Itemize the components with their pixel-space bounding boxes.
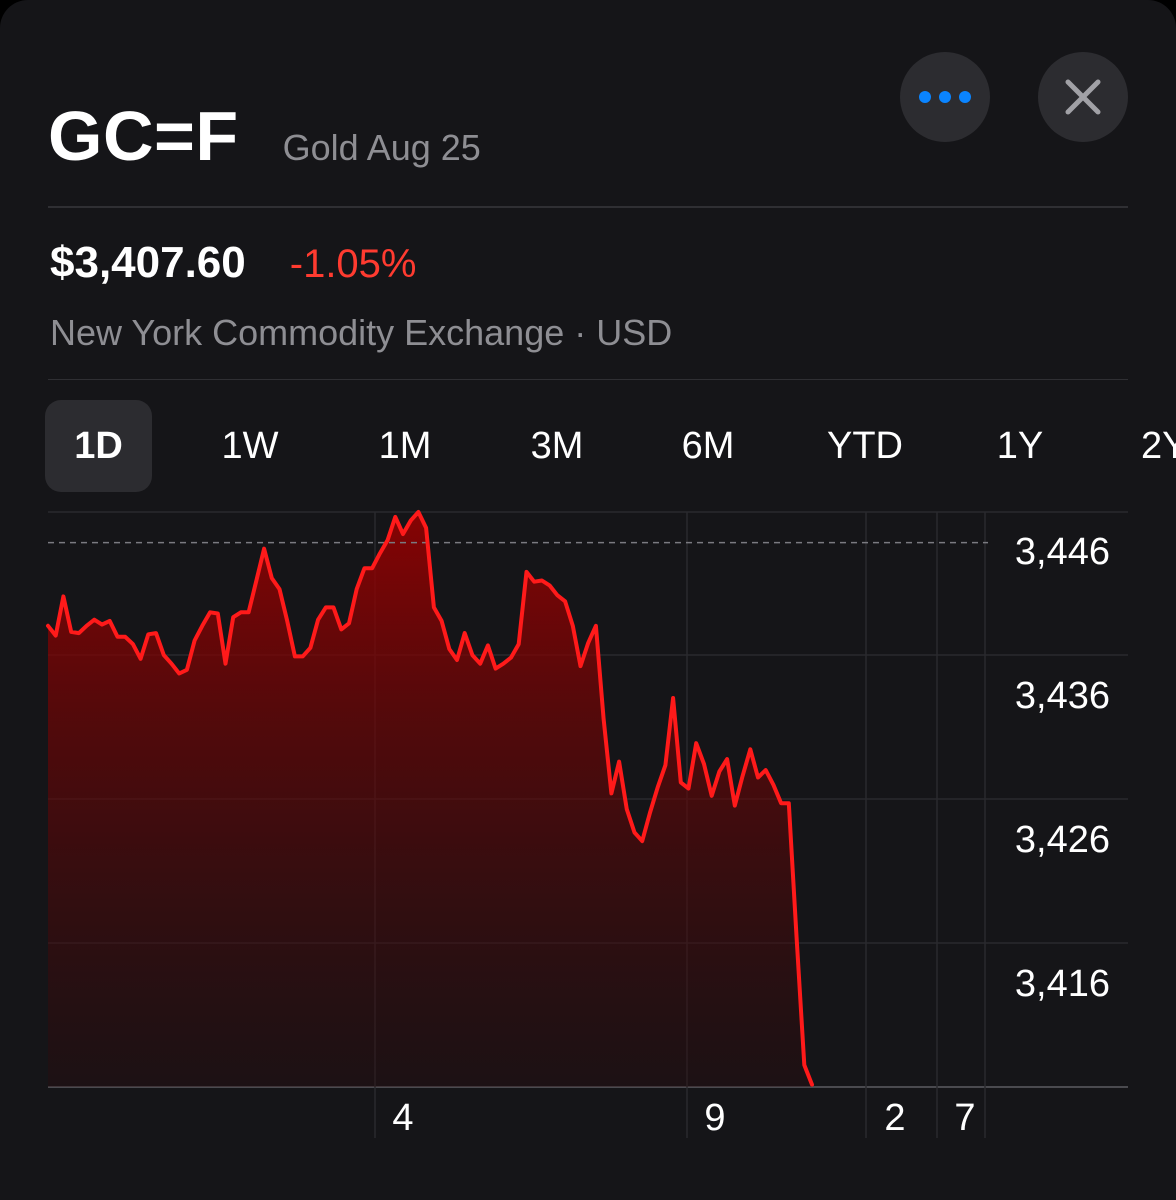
range-tab-1y[interactable]: 1Y (996, 424, 1044, 467)
more-icon (919, 91, 971, 103)
more-button[interactable] (900, 52, 990, 142)
x-tick-label: 7 (954, 1097, 975, 1139)
range-tab-3m[interactable]: 3M (530, 424, 584, 467)
range-tab-1m[interactable]: 1M (378, 424, 432, 467)
time-range-selector: 1D 1W 1M 3M 6M YTD 1Y 2Y (45, 400, 1176, 492)
exchange-currency: New York Commodity Exchange · USD (50, 312, 673, 353)
quote-divider (48, 379, 1128, 380)
range-tab-6m[interactable]: 6M (681, 424, 735, 467)
current-price: $3,407.60 (50, 238, 246, 287)
header: GC=F Gold Aug 25 (48, 96, 481, 176)
x-tick-label: 2 (884, 1097, 905, 1139)
close-icon (1065, 79, 1101, 115)
range-tab-1d[interactable]: 1D (45, 400, 152, 492)
price-area-fill (48, 512, 812, 1087)
range-tab-ytd[interactable]: YTD (827, 424, 903, 467)
y-tick-label: 3,416 (1015, 963, 1110, 1005)
x-axis-labels: 4 9 2 7 (392, 1097, 975, 1139)
x-tick-label: 4 (392, 1097, 413, 1139)
range-tab-2y[interactable]: 2Y (1141, 424, 1176, 467)
x-tick-label: 9 (704, 1097, 725, 1139)
y-tick-label: 3,446 (1015, 531, 1110, 573)
close-button[interactable] (1038, 52, 1128, 142)
ticker-symbol: GC=F (48, 97, 239, 175)
quote-row: $3,407.60 -1.05% (50, 238, 417, 288)
range-tab-1w[interactable]: 1W (221, 424, 279, 467)
price-line (46, 510, 814, 1087)
y-tick-label: 3,436 (1015, 675, 1110, 717)
header-divider (48, 206, 1128, 208)
price-change-percent: -1.05% (289, 242, 417, 286)
company-name: Gold Aug 25 (282, 127, 481, 168)
y-axis-labels: 3,446 3,436 3,426 3,416 (1015, 531, 1110, 1005)
y-tick-label: 3,426 (1015, 819, 1110, 861)
